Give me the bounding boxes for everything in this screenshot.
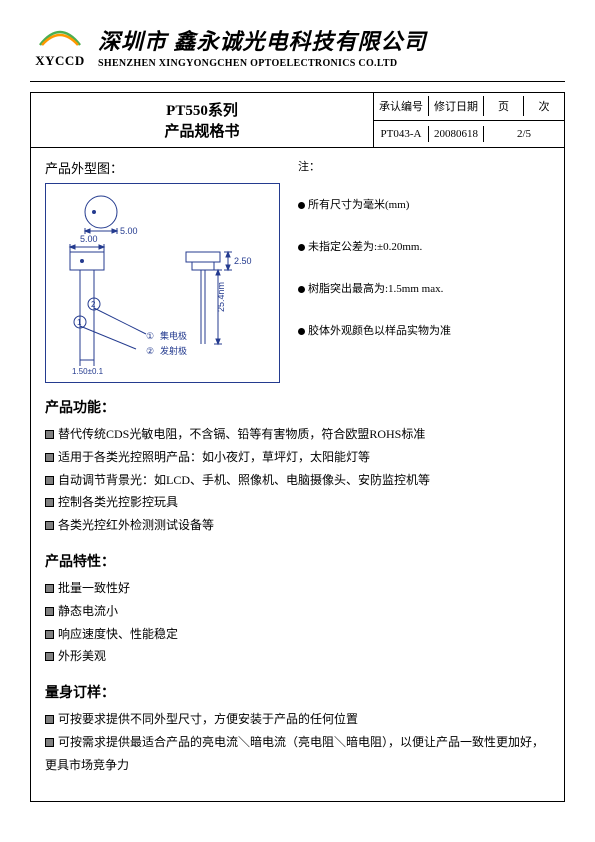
notes-column: 注： 所有尺寸为毫米(mm) 未指定公差为:±0.20mm. 树脂突出最高为:1… bbox=[298, 158, 550, 383]
custom-item: 可按需求提供最适合产品的亮电流＼暗电流（亮电阻＼暗电阻），以便让产品一致性更加好… bbox=[45, 731, 550, 777]
func-item: 各类光控红外检测测试设备等 bbox=[45, 514, 550, 537]
feat-item-text: 批量一致性好 bbox=[58, 581, 130, 595]
dim-top: 5.00 bbox=[120, 226, 138, 236]
notes-heading: 注： bbox=[298, 158, 550, 174]
custom-item-text: 可按要求提供不同外型尺寸，方便安装于产品的任何位置 bbox=[58, 712, 358, 726]
custom-item: 可按要求提供不同外型尺寸，方便安装于产品的任何位置 bbox=[45, 708, 550, 731]
feat-item-text: 外形美观 bbox=[58, 649, 106, 663]
square-bullet-icon bbox=[45, 738, 54, 747]
header: XYCCD 深圳市 鑫永诚光电科技有限公司 SHENZHEN XINGYONGC… bbox=[30, 24, 565, 77]
custom-list: 可按要求提供不同外型尺寸，方便安装于产品的任何位置 可按需求提供最适合产品的亮电… bbox=[45, 708, 550, 776]
company-name-en: SHENZHEN XINGYONGCHEN OPTOELECTRONICS CO… bbox=[98, 58, 427, 69]
title-row: PT550系列 产品规格书 承认编号 修订日期 页 次 PT043-A 2008… bbox=[31, 93, 564, 148]
square-bullet-icon bbox=[45, 430, 54, 439]
func-item-text: 替代传统CDS光敏电阻，不含镉、铅等有害物质，符合欧盟ROHS标准 bbox=[58, 427, 425, 441]
pin1-label: 集电极 bbox=[160, 330, 187, 341]
logo-arc-icon bbox=[36, 25, 84, 49]
note-2: 未指定公差为:±0.20mm. bbox=[298, 238, 550, 254]
func-item-text: 自动调节背景光：如LCD、手机、照像机、电脑摄像头、安防监控机等 bbox=[58, 473, 430, 487]
pin2-circ: 2 bbox=[91, 300, 96, 309]
outline-diagram: 5.00 5.00 2.50 25.4nm 1.50±0.1 1 2 ① 集电极… bbox=[45, 183, 280, 383]
bullet-icon bbox=[298, 202, 305, 209]
func-item: 自动调节背景光：如LCD、手机、照像机、电脑摄像头、安防监控机等 bbox=[45, 469, 550, 492]
note-3-text: 树脂突出最高为:1.5mm max. bbox=[308, 283, 443, 295]
square-bullet-icon bbox=[45, 498, 54, 507]
square-bullet-icon bbox=[45, 630, 54, 639]
meta-v1: PT043-A bbox=[374, 126, 429, 142]
meta-table: 承认编号 修订日期 页 次 PT043-A 20080618 2/5 bbox=[374, 93, 564, 147]
document-frame: PT550系列 产品规格书 承认编号 修订日期 页 次 PT043-A 2008… bbox=[30, 92, 565, 802]
title-line1: PT550系列 bbox=[31, 99, 373, 120]
dim-lead: 25.4nm bbox=[216, 282, 226, 312]
feat-item: 批量一致性好 bbox=[45, 577, 550, 600]
logo-text: XYCCD bbox=[30, 53, 90, 69]
meta-v2: 20080618 bbox=[429, 126, 484, 142]
square-bullet-icon bbox=[45, 476, 54, 485]
title-line2: 产品规格书 bbox=[31, 120, 373, 141]
meta-h4: 次 bbox=[524, 96, 564, 116]
func-item: 适用于各类光控照明产品：如小夜灯，草坪灯，太阳能灯等 bbox=[45, 446, 550, 469]
pin1-num: ① bbox=[146, 331, 154, 341]
func-item-text: 各类光控红外检测测试设备等 bbox=[58, 518, 214, 532]
document-title: PT550系列 产品规格书 bbox=[31, 93, 374, 147]
page: XYCCD 深圳市 鑫永诚光电科技有限公司 SHENZHEN XINGYONGC… bbox=[0, 0, 595, 826]
meta-v3: 2/5 bbox=[484, 126, 564, 142]
content: 产品外型图： bbox=[31, 148, 564, 791]
note-4-text: 胶体外观颜色以样品实物为准 bbox=[308, 325, 451, 337]
meta-header-row: 承认编号 修订日期 页 次 bbox=[374, 93, 564, 120]
func-item: 控制各类光控影控玩具 bbox=[45, 491, 550, 514]
diagram-svg: 5.00 5.00 2.50 25.4nm 1.50±0.1 1 2 ① 集电极… bbox=[46, 184, 281, 384]
note-1: 所有尺寸为毫米(mm) bbox=[298, 196, 550, 212]
func-list: 替代传统CDS光敏电阻，不含镉、铅等有害物质，符合欧盟ROHS标准 适用于各类光… bbox=[45, 423, 550, 537]
func-item: 替代传统CDS光敏电阻，不含镉、铅等有害物质，符合欧盟ROHS标准 bbox=[45, 423, 550, 446]
note-1-text: 所有尺寸为毫米(mm) bbox=[308, 199, 409, 211]
dim-pitch: 1.50±0.1 bbox=[72, 367, 104, 376]
meta-h2: 修订日期 bbox=[429, 96, 484, 116]
bullet-icon bbox=[298, 328, 305, 335]
pin2-num: ② bbox=[146, 346, 154, 356]
top-section: 产品外型图： bbox=[45, 158, 550, 383]
logo: XYCCD bbox=[30, 25, 90, 69]
custom-item-text: 可按需求提供最适合产品的亮电流＼暗电流（亮电阻＼暗电阻），以便让产品一致性更加好… bbox=[45, 735, 544, 772]
note-4: 胶体外观颜色以样品实物为准 bbox=[298, 322, 550, 338]
outline-title: 产品外型图： bbox=[45, 158, 280, 177]
square-bullet-icon bbox=[45, 453, 54, 462]
square-bullet-icon bbox=[45, 607, 54, 616]
bullet-icon bbox=[298, 286, 305, 293]
feat-item-text: 静态电流小 bbox=[58, 604, 118, 618]
pin2-label: 发射极 bbox=[160, 345, 187, 356]
dim-w: 5.00 bbox=[80, 234, 98, 244]
feat-list: 批量一致性好 静态电流小 响应速度快、性能稳定 外形美观 bbox=[45, 577, 550, 668]
diagram-column: 产品外型图： bbox=[45, 158, 280, 383]
custom-heading: 量身订样： bbox=[45, 682, 550, 702]
func-item-text: 适用于各类光控照明产品：如小夜灯，草坪灯，太阳能灯等 bbox=[58, 450, 370, 464]
square-bullet-icon bbox=[45, 584, 54, 593]
company-block: 深圳市 鑫永诚光电科技有限公司 SHENZHEN XINGYONGCHEN OP… bbox=[98, 24, 427, 69]
feat-item: 响应速度快、性能稳定 bbox=[45, 623, 550, 646]
feat-item-text: 响应速度快、性能稳定 bbox=[58, 627, 178, 641]
meta-h1: 承认编号 bbox=[374, 96, 429, 116]
feat-item: 外形美观 bbox=[45, 645, 550, 668]
pin1-circ: 1 bbox=[77, 318, 82, 327]
square-bullet-icon bbox=[45, 715, 54, 724]
note-2-text: 未指定公差为:±0.20mm. bbox=[308, 241, 422, 253]
company-name-cn: 深圳市 鑫永诚光电科技有限公司 bbox=[98, 24, 427, 56]
meta-value-row: PT043-A 20080618 2/5 bbox=[374, 120, 564, 148]
note-3: 树脂突出最高为:1.5mm max. bbox=[298, 280, 550, 296]
meta-h3: 页 bbox=[484, 96, 524, 116]
bullet-icon bbox=[298, 244, 305, 251]
func-heading: 产品功能： bbox=[45, 397, 550, 417]
feat-item: 静态电流小 bbox=[45, 600, 550, 623]
func-item-text: 控制各类光控影控玩具 bbox=[58, 495, 178, 509]
feat-heading: 产品特性： bbox=[45, 551, 550, 571]
dim-h: 2.50 bbox=[234, 256, 252, 266]
header-divider bbox=[30, 81, 565, 82]
square-bullet-icon bbox=[45, 521, 54, 530]
square-bullet-icon bbox=[45, 652, 54, 661]
